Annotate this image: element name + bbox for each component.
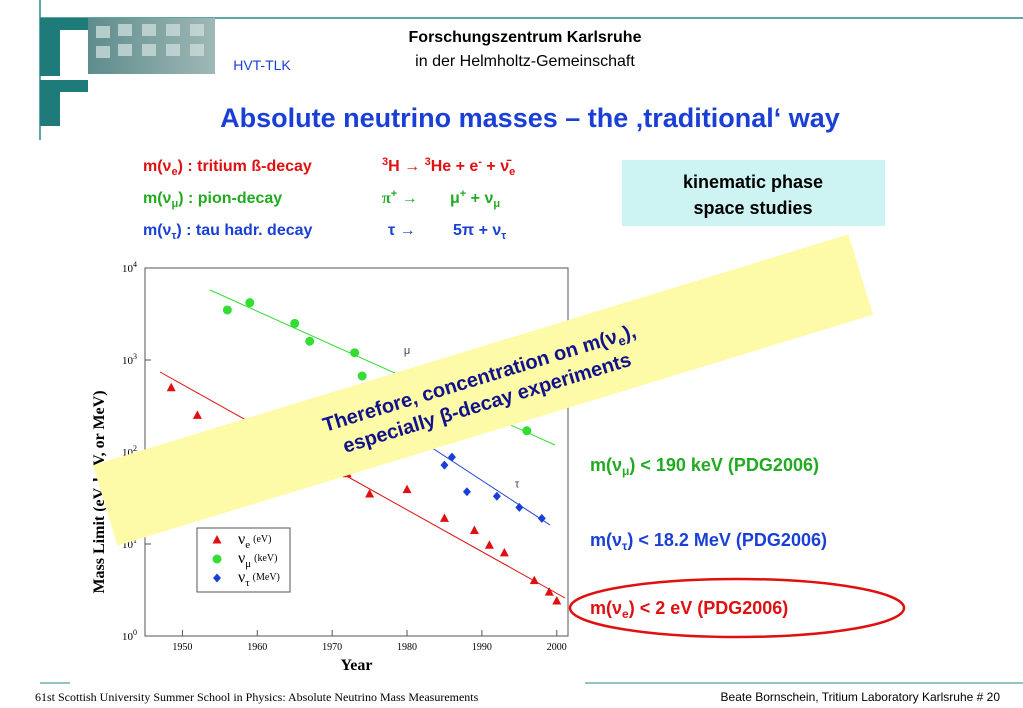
- institute: Forschungszentrum Karlsruhe: [409, 29, 642, 46]
- annotation: τ: [515, 479, 520, 491]
- point: [350, 348, 360, 358]
- y-tick-label: 104: [122, 260, 137, 275]
- y-tick-exp: 4: [133, 260, 137, 269]
- y-tick-label: 102: [122, 444, 137, 459]
- method: m(νμ) : pion-decay π+ → μ+ + νμ: [143, 188, 500, 210]
- legend-label: νμ (keV): [238, 550, 277, 570]
- limit: m(νμ) < 190 keV (PDG2006): [590, 455, 819, 478]
- footer-left: 61st Scottish University Summer School i…: [35, 690, 479, 704]
- point: [222, 305, 232, 315]
- point: [402, 484, 412, 494]
- legend-unit: (MeV): [253, 572, 280, 583]
- method: m(ντ) : tau hadr. decay τ → 5π + ντ: [143, 222, 506, 242]
- legend-marker: [212, 554, 222, 564]
- point: [492, 491, 501, 501]
- point: [305, 336, 315, 346]
- logo-pattern: [96, 24, 204, 58]
- fit-line: [159, 371, 566, 599]
- logo-bar: [40, 18, 60, 76]
- point: [462, 487, 471, 497]
- legend-sub: τ: [245, 577, 250, 589]
- point: [245, 298, 255, 308]
- y-tick-label: 103: [122, 352, 137, 367]
- x-tick-label: 2000: [547, 642, 567, 653]
- point: [484, 540, 494, 549]
- point: [515, 502, 524, 512]
- highlight: [568, 577, 906, 639]
- point: [499, 547, 509, 557]
- y-tick-base: 10: [122, 447, 134, 459]
- title: Absolute neutrino masses – the ‚traditio…: [220, 103, 840, 133]
- legend: [196, 527, 291, 593]
- legend-label: νe (eV): [238, 531, 271, 551]
- legend-name: ν: [238, 569, 245, 586]
- point: [440, 460, 449, 470]
- legend-sub: e: [245, 539, 250, 551]
- affiliation: in der Helmholtz-Gemeinschaft: [415, 53, 635, 70]
- point: [365, 488, 375, 498]
- point: [469, 525, 479, 535]
- info-box: [622, 160, 885, 226]
- box-text: kinematic phase: [683, 172, 823, 192]
- legend-label: ντ (MeV): [238, 569, 280, 589]
- point: [290, 318, 300, 328]
- legend-name: ν: [238, 550, 245, 567]
- x-tick-label: 1950: [172, 642, 192, 653]
- point: [166, 382, 176, 392]
- banner-box: [92, 234, 874, 546]
- box-text: space studies: [693, 198, 812, 218]
- x-axis-label: Year: [341, 657, 373, 674]
- legend-name: ν: [238, 531, 245, 548]
- legend-unit: (eV): [253, 534, 271, 545]
- y-axis-label: Mass Limit (eV, keV, or MeV): [91, 390, 108, 593]
- x-tick-label: 1960: [247, 642, 267, 653]
- y-tick-base: 10: [122, 263, 134, 275]
- y-tick-base: 10: [122, 355, 134, 367]
- y-tick-base: 10: [122, 631, 134, 643]
- y-tick-exp: 0: [133, 628, 137, 637]
- point: [447, 452, 456, 462]
- point: [192, 410, 202, 419]
- x-tick-label: 1970: [322, 642, 342, 653]
- point: [439, 513, 449, 522]
- y-tick-exp: 1: [133, 536, 137, 545]
- point: [552, 596, 562, 605]
- y-tick-label: 101: [122, 536, 137, 551]
- legend-sub: μ: [245, 558, 251, 570]
- banner: Therefore, concentration on m(νe), espec…: [92, 234, 874, 546]
- y-tick-exp: 2: [133, 444, 137, 453]
- y-tick-exp: 3: [133, 352, 137, 361]
- annotation: μ: [404, 345, 410, 357]
- unit: HVT-TLK: [233, 57, 291, 73]
- legend-unit: (keV): [254, 553, 277, 564]
- fit-line: [419, 439, 551, 526]
- method: m(νe) : tritium ß-decay 3H → 3He + e- + ν…: [143, 156, 515, 178]
- limit: m(νe) < 2 eV (PDG2006): [590, 598, 788, 621]
- legend-entries: νe (eV)νμ (keV)ντ (MeV): [212, 531, 280, 589]
- legend-marker: [213, 573, 221, 583]
- point: [544, 587, 554, 596]
- y-tick-label: 100: [122, 628, 137, 643]
- legend-marker: [212, 535, 222, 544]
- x-tick-label: 1980: [397, 642, 417, 653]
- logo-bar: [40, 80, 60, 126]
- point: [357, 371, 367, 381]
- footer-right: Beate Bornschein, Tritium Laboratory Kar…: [721, 690, 1001, 704]
- x-tick-label: 1990: [472, 642, 492, 653]
- limit: m(ντ) < 18.2 MeV (PDG2006): [590, 530, 827, 553]
- y-tick-base: 10: [122, 539, 134, 551]
